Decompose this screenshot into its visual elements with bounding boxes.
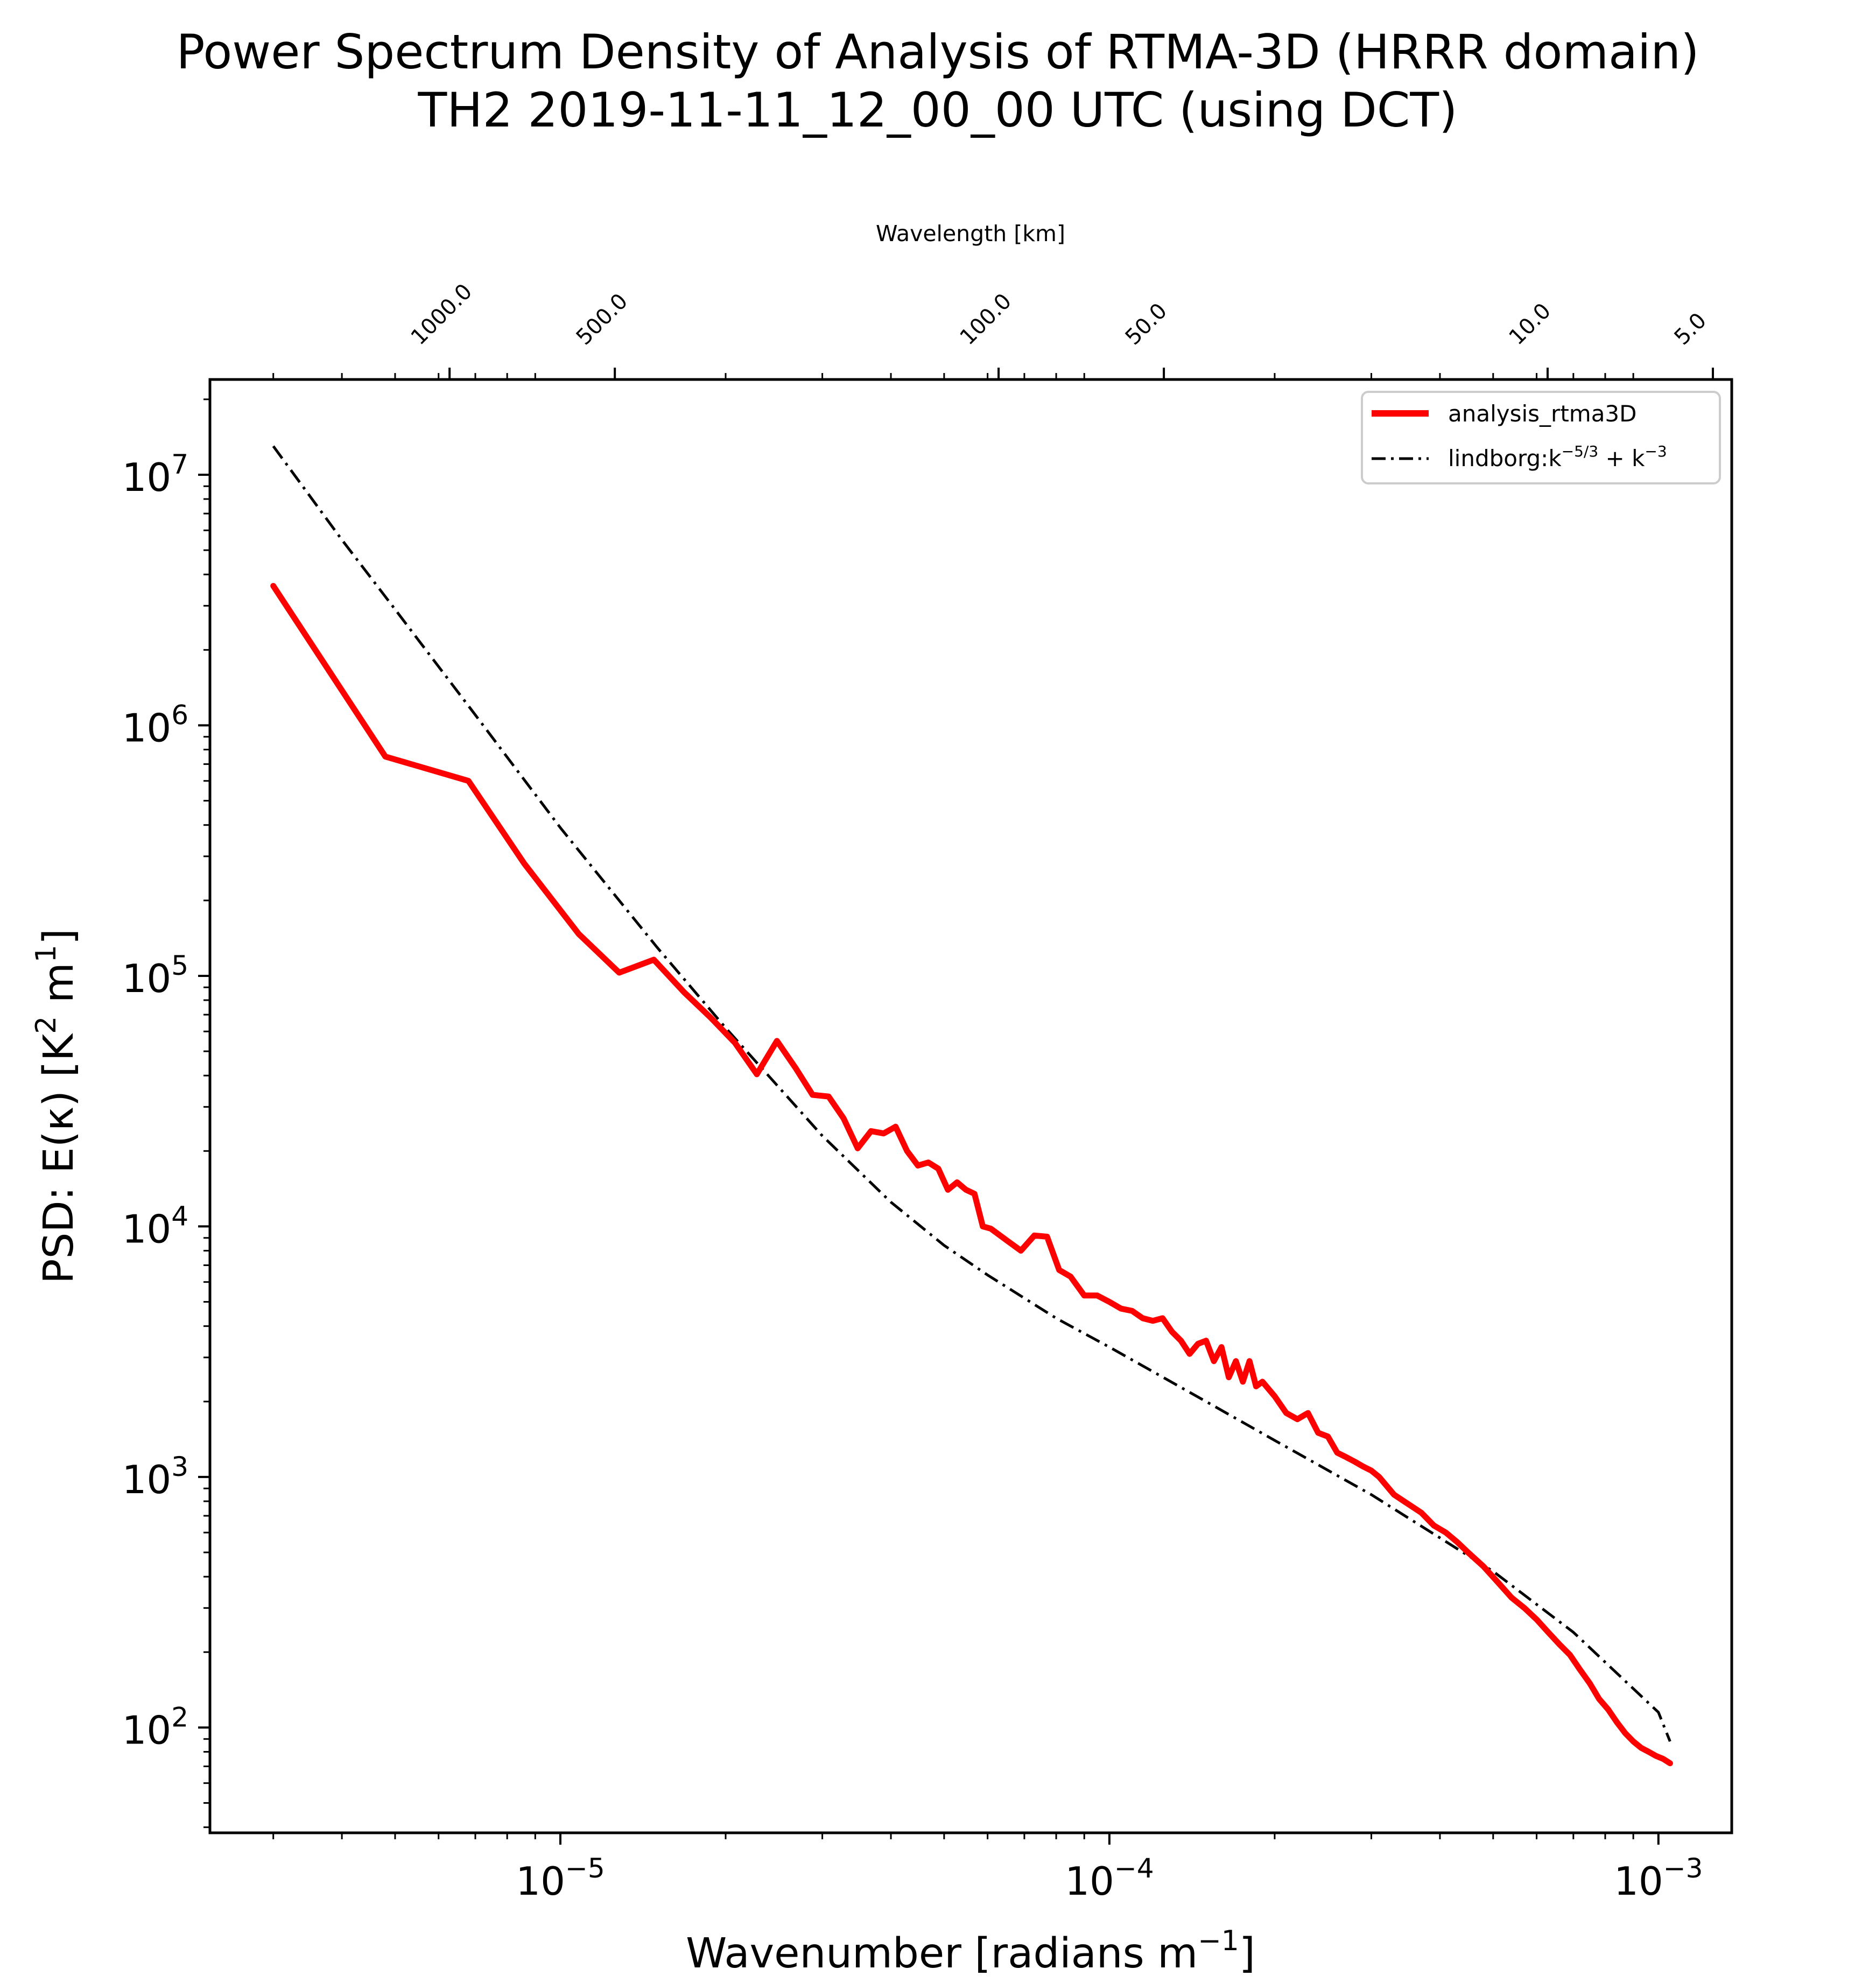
x-tick-label: 10−3 [1614, 1853, 1703, 1904]
chart-title-line2: TH2 2019-11-11_12_00_00 UTC (using DCT) [418, 82, 1458, 138]
y-tick-label-base: 10 [122, 705, 172, 750]
series-layer [270, 445, 1673, 1767]
y-tick-label-exp: 5 [171, 950, 188, 981]
x-axis-label-sup: −1 [1198, 1925, 1239, 1957]
x-tick-label-base: 10 [516, 1859, 565, 1904]
y-tick-label-exp: 4 [171, 1200, 188, 1232]
legend-box [1361, 391, 1721, 484]
y-axis-label-sup1: 2 [30, 1016, 62, 1034]
legend-lindborg-sup2: −3 [1645, 442, 1667, 460]
legend: analysis_rtma3D lindborg:k−5/3 + k−3 [1361, 391, 1721, 484]
x-tick-label-exp: −4 [1114, 1853, 1154, 1884]
y-tick-label: 106 [122, 699, 188, 750]
legend-lindborg-main: lindborg:k [1448, 445, 1562, 472]
y-tick-label-base: 10 [122, 1707, 172, 1753]
y-tick-label-base: 10 [122, 1457, 172, 1502]
y-tick-label-base: 10 [122, 1206, 172, 1251]
y-tick-label: 107 [122, 449, 188, 500]
series-analysis-rtma3d [270, 583, 1673, 1767]
top-axis-label: Wavelength [km] [876, 221, 1065, 247]
y-tick-label: 102 [122, 1701, 188, 1753]
y-axis-label-end: ] [35, 929, 83, 945]
y-axis-label-mid: m [35, 962, 83, 1016]
y-tick-label-base: 10 [122, 956, 172, 1001]
x-tick-label-base: 10 [1065, 1859, 1114, 1904]
y-axis-label-sup2: 1 [30, 945, 62, 962]
y-tick-label: 103 [122, 1451, 188, 1502]
y-tick-label-exp: 7 [171, 449, 188, 480]
y-axis-label: PSD: E(κ) [K2 m1] [30, 929, 83, 1284]
y-tick-label-exp: 3 [171, 1451, 188, 1482]
chart-title-line1: Power Spectrum Density of Analysis of RT… [176, 24, 1699, 80]
legend-lindborg-mid: + k [1598, 445, 1645, 472]
y-axis-label-main: PSD: E(κ) [K [35, 1032, 83, 1284]
x-tick-label-base: 10 [1614, 1859, 1663, 1904]
legend-lindborg-sup1: −5/3 [1562, 442, 1599, 460]
x-tick-label-exp: −5 [565, 1853, 605, 1884]
y-tick-label: 105 [122, 950, 188, 1001]
x-tick-label-exp: −3 [1663, 1853, 1703, 1884]
x-tick-label: 10−5 [516, 1853, 605, 1904]
y-tick-label-exp: 6 [171, 699, 188, 730]
x-axis-label: Wavenumber [radians m−1] [686, 1925, 1255, 1978]
x-tick-label: 10−4 [1065, 1853, 1154, 1904]
legend-label-analysis: analysis_rtma3D [1448, 400, 1637, 427]
plot-frame [208, 378, 1733, 1834]
x-axis-label-end: ] [1239, 1930, 1255, 1978]
legend-label-lindborg: lindborg:k−5/3 + k−3 [1448, 442, 1667, 472]
y-tick-label-base: 10 [122, 455, 172, 500]
x-axis-label-main: Wavenumber [radians m [686, 1930, 1198, 1978]
y-tick-label-exp: 2 [171, 1701, 188, 1733]
y-tick-label: 104 [122, 1200, 188, 1251]
